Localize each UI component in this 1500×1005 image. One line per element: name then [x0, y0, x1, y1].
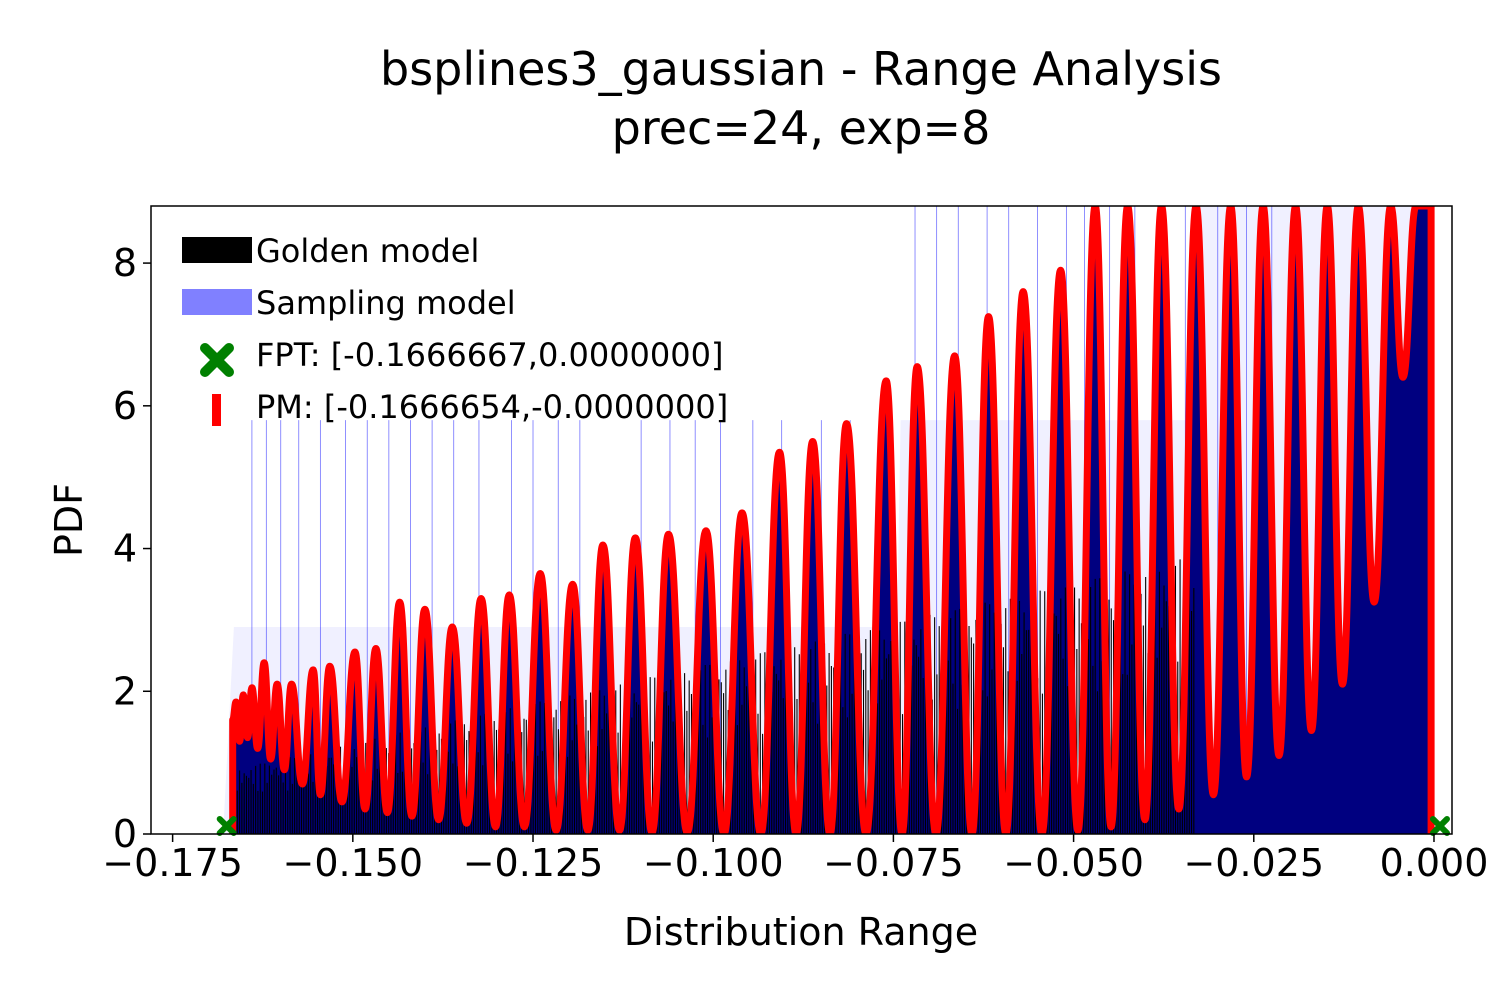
plot-layers [223, 206, 1435, 834]
x-axis: −0.175 −0.150 −0.125 −0.100 −0.075 −0.050 −0.0… [102, 834, 1488, 885]
y-tick-label: 4 [113, 527, 137, 571]
y-tick-label: 6 [113, 384, 137, 428]
y-axis: 0 2 4 6 8 [113, 241, 151, 856]
y-tick-label: 2 [113, 669, 137, 713]
x-tick-label: −0.075 [823, 841, 964, 885]
y-tick-label: 8 [113, 241, 137, 285]
chart-title-line1: bsplines3_gaussian - Range Analysis [380, 42, 1222, 96]
x-tick-label: −0.050 [1003, 841, 1144, 885]
fpt-marker [1429, 816, 1450, 836]
y-tick-label: 0 [113, 812, 137, 856]
x-tick-label: −0.175 [102, 841, 243, 885]
y-axis-label: PDF [47, 483, 91, 557]
x-tick-label: −0.150 [282, 841, 423, 885]
x-tick-label: 0.000 [1380, 841, 1489, 885]
legend-swatch [182, 289, 252, 315]
plot-area [216, 206, 1450, 836]
legend-label: PM: [-0.1666654,-0.0000000] [256, 388, 728, 426]
fpt-marker [216, 816, 237, 836]
x-tick-label: −0.100 [643, 841, 784, 885]
x-axis-label: Distribution Range [624, 910, 978, 954]
legend: Golden model Sampling model FPT: [-0.16666… [182, 232, 728, 426]
legend-fpt-icon [200, 343, 234, 377]
plot-frame [150, 205, 1453, 835]
legend-pm-icon [212, 394, 221, 426]
x-tick-label: −0.025 [1183, 841, 1324, 885]
pm-curve [229, 206, 1435, 834]
x-tick-label: −0.125 [463, 841, 604, 885]
legend-label: FPT: [-0.1666667,0.0000000] [256, 336, 723, 374]
legend-label: Sampling model [256, 284, 516, 322]
legend-swatch [182, 237, 252, 263]
legend-label: Golden model [256, 232, 479, 270]
chart-title-line2: prec=24, exp=8 [612, 101, 991, 155]
